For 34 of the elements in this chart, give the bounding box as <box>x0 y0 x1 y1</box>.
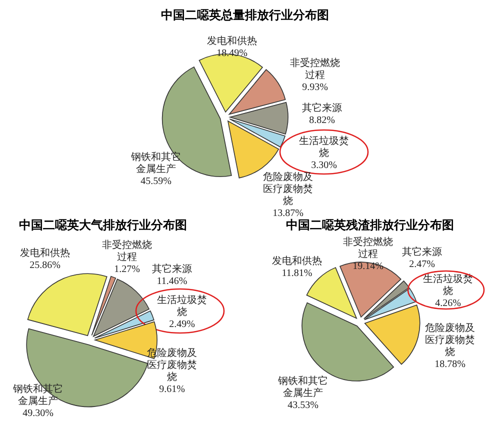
data-label: 49.30% <box>22 408 54 419</box>
slice-label: 其它来源 <box>402 246 442 258</box>
slice-label: 非受控燃烧过程 <box>102 239 152 263</box>
data-label: 18.78% <box>434 359 466 370</box>
chart-title: 中国二噁英大气排放行业分布图 <box>19 218 187 232</box>
data-label: 9.93% <box>302 82 328 93</box>
slice-label: 发电和供热 <box>272 255 322 267</box>
data-label: 1.27% <box>114 264 140 275</box>
slice-label: 钢铁和其它金属生产 <box>277 375 328 399</box>
data-label: 43.53% <box>288 400 318 411</box>
data-label: 11.81% <box>282 268 312 279</box>
chart-title: 中国二噁英总量排放行业分布图 <box>161 8 329 22</box>
data-label: 2.47% <box>409 259 435 270</box>
slice-label: 其它来源 <box>302 102 342 114</box>
slice-label: 非受控燃烧过程 <box>290 57 340 81</box>
slice-label: 危险废物及医疗废物焚烧 <box>263 171 313 207</box>
data-label: 13.87% <box>272 208 304 219</box>
slice-label: 生活垃圾焚烧 <box>299 135 349 159</box>
slice-label: 危险废物及医疗废物焚烧 <box>425 322 475 358</box>
data-label: 11.46% <box>156 276 188 287</box>
data-label: 19.14% <box>352 261 384 272</box>
data-label: 9.61% <box>159 384 185 395</box>
chart-title: 中国二噁英残渣排放行业分布图 <box>286 218 454 232</box>
data-label: 45.59% <box>140 176 172 187</box>
data-label: 4.26% <box>435 298 461 309</box>
slice-label: 发电和供热 <box>20 247 70 259</box>
data-label: 25.86% <box>30 260 60 271</box>
slice-label: 生活垃圾焚烧 <box>157 294 207 318</box>
slice-label: 其它来源 <box>152 263 192 275</box>
slice-label: 发电和供热 <box>207 35 257 47</box>
slice-label: 非受控燃烧过程 <box>343 236 393 260</box>
data-label: 3.30% <box>311 160 337 171</box>
data-label: 2.49% <box>169 319 195 330</box>
data-label: 8.82% <box>309 115 335 126</box>
